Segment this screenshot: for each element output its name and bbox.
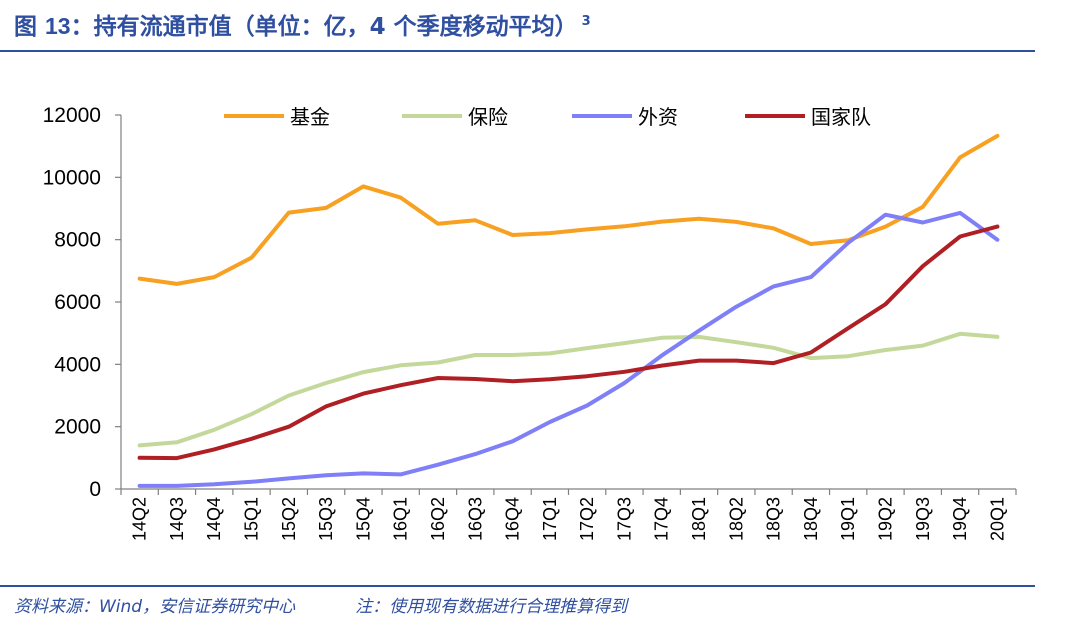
footer-divider — [0, 585, 1035, 587]
y-tick-label: 4000 — [54, 353, 101, 376]
x-tick-label: 15Q3 — [316, 497, 336, 541]
y-tick-label: 8000 — [54, 229, 101, 252]
x-tick-label: 17Q3 — [614, 497, 634, 541]
x-tick-label: 14Q4 — [204, 497, 224, 541]
y-axis-ticks: 0 2000 4000 6000 8000 10000 12000 — [43, 104, 121, 501]
x-tick-label: 17Q4 — [652, 497, 672, 541]
series-line-外资 — [137, 210, 1000, 488]
figure-label: 图 — [14, 14, 37, 40]
title-divider — [0, 50, 1035, 52]
x-tick-label: 14Q2 — [130, 497, 150, 541]
chart-axes — [120, 115, 1016, 490]
y-tick-label: 0 — [89, 478, 101, 501]
source-note: 资料来源：Wind，安信证券研究中心 — [14, 597, 296, 617]
x-tick-label: 16Q3 — [465, 497, 485, 541]
y-tick-label: 10000 — [43, 166, 101, 189]
y-tick-label: 6000 — [54, 291, 101, 314]
x-tick-label: 17Q1 — [540, 497, 560, 541]
x-tick-label: 19Q3 — [913, 497, 933, 541]
x-tick-label: 19Q2 — [875, 497, 895, 541]
x-tick-label: 15Q2 — [279, 497, 299, 541]
x-tick-label: 14Q3 — [167, 497, 187, 541]
series-line-保险 — [137, 331, 1000, 448]
figure-title-text: ：持有流通市值（单位：亿，4 个季度移动平均） — [70, 14, 578, 40]
y-tick-label: 12000 — [43, 104, 101, 127]
x-tick-label: 18Q1 — [689, 497, 709, 541]
figure-number: 13 — [45, 13, 71, 39]
x-tick-label: 16Q4 — [503, 497, 523, 541]
legend-label: 外资 — [638, 105, 678, 129]
x-tick-label: 19Q4 — [950, 497, 970, 541]
series-line-国家队 — [137, 224, 1000, 461]
footer-text: 资料来源：Wind，安信证券研究中心 注：使用现有数据进行合理推算得到 — [14, 592, 627, 617]
estimation-note: 注：使用现有数据进行合理推算得到 — [355, 597, 628, 617]
x-tick-label: 16Q1 — [391, 497, 411, 541]
x-tick-label: 18Q4 — [801, 497, 821, 541]
x-tick-label: 18Q3 — [764, 497, 784, 541]
legend-label: 保险 — [468, 105, 508, 129]
x-tick-label: 15Q1 — [242, 497, 262, 541]
series-line-基金 — [137, 133, 1000, 286]
x-axis-ticks: 14Q2 14Q3 14Q4 15Q1 15Q2 15Q3 15Q4 16Q1 16Q2 16Q3… — [120, 489, 1017, 541]
x-tick-label: 15Q4 — [353, 497, 373, 541]
footnote-mark: 3 — [581, 14, 591, 29]
figure-title: 图 13：持有流通市值（单位：亿，4 个季度移动平均） 3 — [14, 6, 591, 46]
x-tick-label: 16Q2 — [428, 497, 448, 541]
legend-label: 国家队 — [811, 105, 871, 129]
x-tick-label: 18Q2 — [726, 497, 746, 541]
x-tick-label: 20Q1 — [987, 497, 1007, 541]
x-tick-label: 17Q2 — [577, 497, 597, 541]
chart-legend: 基金 保险 外资 国家队 — [224, 105, 871, 129]
chart-series — [137, 133, 1000, 488]
x-tick-label: 19Q1 — [838, 497, 858, 541]
y-tick-label: 2000 — [54, 416, 101, 439]
legend-label: 基金 — [290, 105, 330, 129]
